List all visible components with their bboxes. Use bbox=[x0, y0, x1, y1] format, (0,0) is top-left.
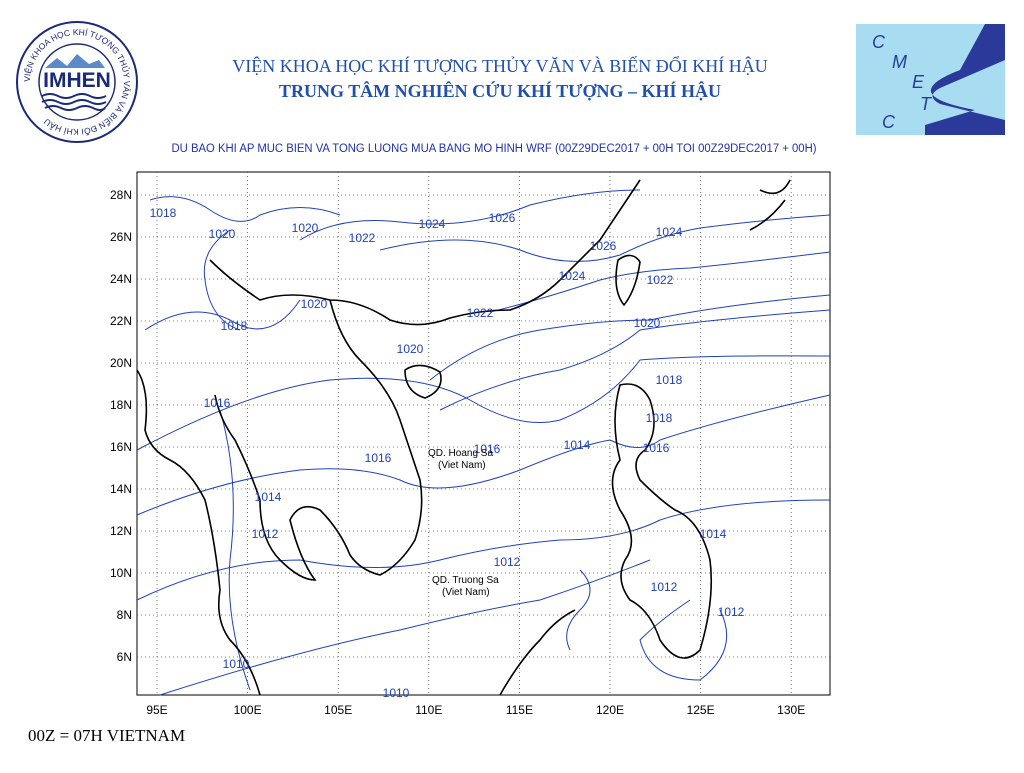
logo-letter: M bbox=[892, 52, 907, 72]
contour-label: 1020 bbox=[397, 342, 424, 356]
coastlines bbox=[136, 179, 791, 696]
lon-label: 115E bbox=[506, 703, 533, 717]
lon-label: 100E bbox=[234, 703, 262, 717]
lon-label: 110E bbox=[415, 703, 442, 717]
contour-label: 1014 bbox=[255, 490, 282, 504]
contour-label: 1014 bbox=[564, 438, 591, 452]
lat-label: 8N bbox=[117, 608, 132, 622]
isobars bbox=[136, 189, 831, 696]
contour-label: 1016 bbox=[643, 441, 670, 455]
contour-label: 1026 bbox=[489, 211, 516, 225]
lat-label: 14N bbox=[110, 482, 132, 496]
lon-label: 130E bbox=[777, 703, 805, 717]
contour-label: 1024 bbox=[656, 225, 683, 239]
header-line2: TRUNG TÂM NGHIÊN CỨU KHÍ TƯỢNG – KHÍ HẬU bbox=[279, 80, 721, 101]
logo-letter: C bbox=[872, 32, 886, 52]
contour-label: 1018 bbox=[221, 319, 248, 333]
contour-label: 1016 bbox=[204, 396, 231, 410]
annotation-name: QD. Truong Sa bbox=[432, 575, 499, 586]
lat-label: 22N bbox=[110, 314, 132, 328]
contour-label: 1010 bbox=[383, 686, 410, 700]
annotation-note: (Viet Nam) bbox=[442, 587, 490, 598]
contour-label: 1016 bbox=[474, 442, 501, 456]
lat-label: 16N bbox=[110, 440, 132, 454]
contour-label: 1012 bbox=[494, 555, 521, 569]
contour-label: 1020 bbox=[209, 227, 236, 241]
contour-label: 1024 bbox=[419, 217, 446, 231]
logo-name: IMHEN bbox=[43, 69, 111, 92]
lat-label: 20N bbox=[110, 356, 132, 370]
footer: 00Z = 07H VIETNAM bbox=[28, 726, 185, 745]
logo-letter: T bbox=[920, 94, 933, 114]
logo-letter: C bbox=[882, 112, 896, 132]
logo-letter: E bbox=[912, 72, 925, 92]
lon-label: 125E bbox=[687, 703, 715, 717]
contour-label: 1024 bbox=[559, 269, 586, 283]
lon-label: 120E bbox=[596, 703, 624, 717]
lat-label: 6N bbox=[117, 650, 132, 664]
contour-label: 1020 bbox=[634, 316, 661, 330]
annotation-note: (Viet Nam) bbox=[438, 460, 486, 471]
contour-label: 1018 bbox=[646, 411, 673, 425]
contour-label: 1012 bbox=[252, 527, 279, 541]
contour-label: 1026 bbox=[590, 239, 617, 253]
contour-label: 1012 bbox=[651, 580, 678, 594]
contour-label: 1012 bbox=[718, 605, 745, 619]
map-title: DU BAO KHI AP MUC BIEN VA TONG LUONG MUA… bbox=[172, 143, 817, 155]
contour-label: 1018 bbox=[656, 373, 683, 387]
annotation-name: QD. Hoang Sa bbox=[428, 448, 493, 459]
contour-label: 1022 bbox=[349, 231, 376, 245]
lat-label: 10N bbox=[110, 566, 132, 580]
map: 1018 1020 1020 1022 1024 1026 1026 1024 1024 1022… bbox=[136, 171, 831, 700]
lat-label: 24N bbox=[110, 272, 132, 286]
contour-label: 1022 bbox=[647, 273, 674, 287]
contour-label: 1016 bbox=[365, 451, 392, 465]
lat-label: 12N bbox=[110, 524, 132, 538]
lat-label: 26N bbox=[110, 230, 132, 244]
header-line1: VIỆN KHOA HỌC KHÍ TƯỢNG THỦY VĂN VÀ BIẾN… bbox=[232, 55, 767, 76]
lat-label: 28N bbox=[110, 188, 132, 202]
contour-label: 1014 bbox=[700, 527, 727, 541]
contour-label: 1018 bbox=[150, 206, 177, 220]
contour-label: 1010 bbox=[223, 657, 250, 671]
lat-label: 18N bbox=[110, 398, 132, 412]
contour-label: 1022 bbox=[467, 306, 494, 320]
lon-label: 95E bbox=[146, 703, 167, 717]
contour-label: 1020 bbox=[301, 297, 328, 311]
logo-left: VIỆN KHOA HỌC KHÍ TƯỢNG THỦY VĂN VÀ BIẾN… bbox=[16, 21, 138, 143]
contour-label: 1020 bbox=[292, 221, 319, 235]
lon-label: 105E bbox=[324, 703, 352, 717]
